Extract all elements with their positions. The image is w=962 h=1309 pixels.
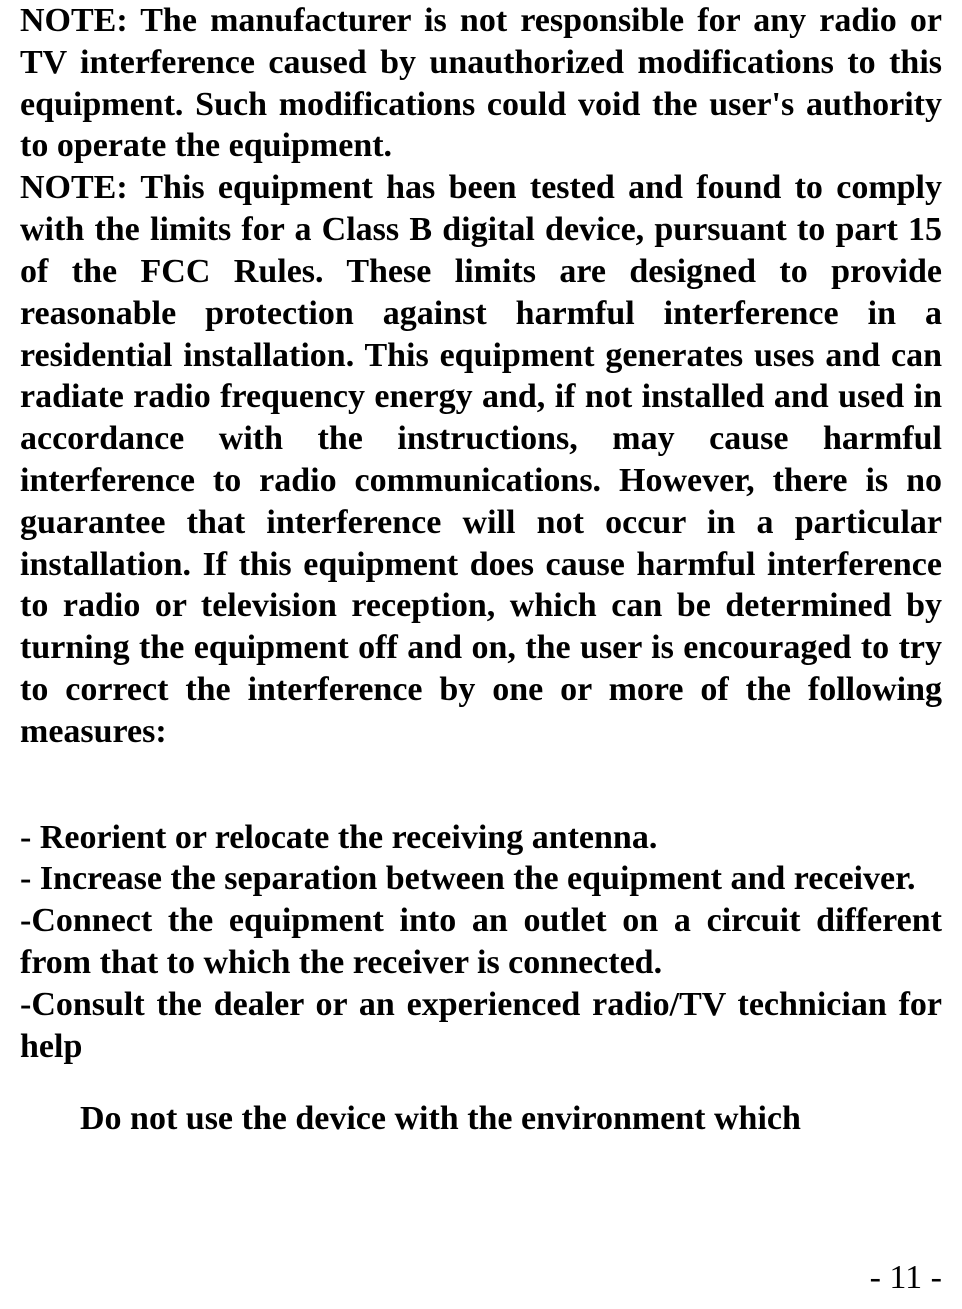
measure-bullet-2: - Increase the separation between the eq… xyxy=(20,858,942,900)
measure-bullet-1: - Reorient or relocate the receiving ant… xyxy=(20,817,942,859)
footer-continuation-line: Do not use the device with the environme… xyxy=(20,1098,942,1140)
paragraph-spacer xyxy=(20,753,942,817)
document-page: NOTE: The manufacturer is not responsibl… xyxy=(0,0,962,1309)
page-number: - 11 - xyxy=(870,1257,942,1299)
measure-bullet-3: -Connect the equipment into an outlet on… xyxy=(20,900,942,984)
paragraph-spacer-small xyxy=(20,1068,942,1098)
note-paragraph-2: NOTE: This equipment has been tested and… xyxy=(20,167,942,752)
measure-bullet-4: -Consult the dealer or an experienced ra… xyxy=(20,984,942,1068)
note-paragraph-1: NOTE: The manufacturer is not responsibl… xyxy=(20,0,942,167)
